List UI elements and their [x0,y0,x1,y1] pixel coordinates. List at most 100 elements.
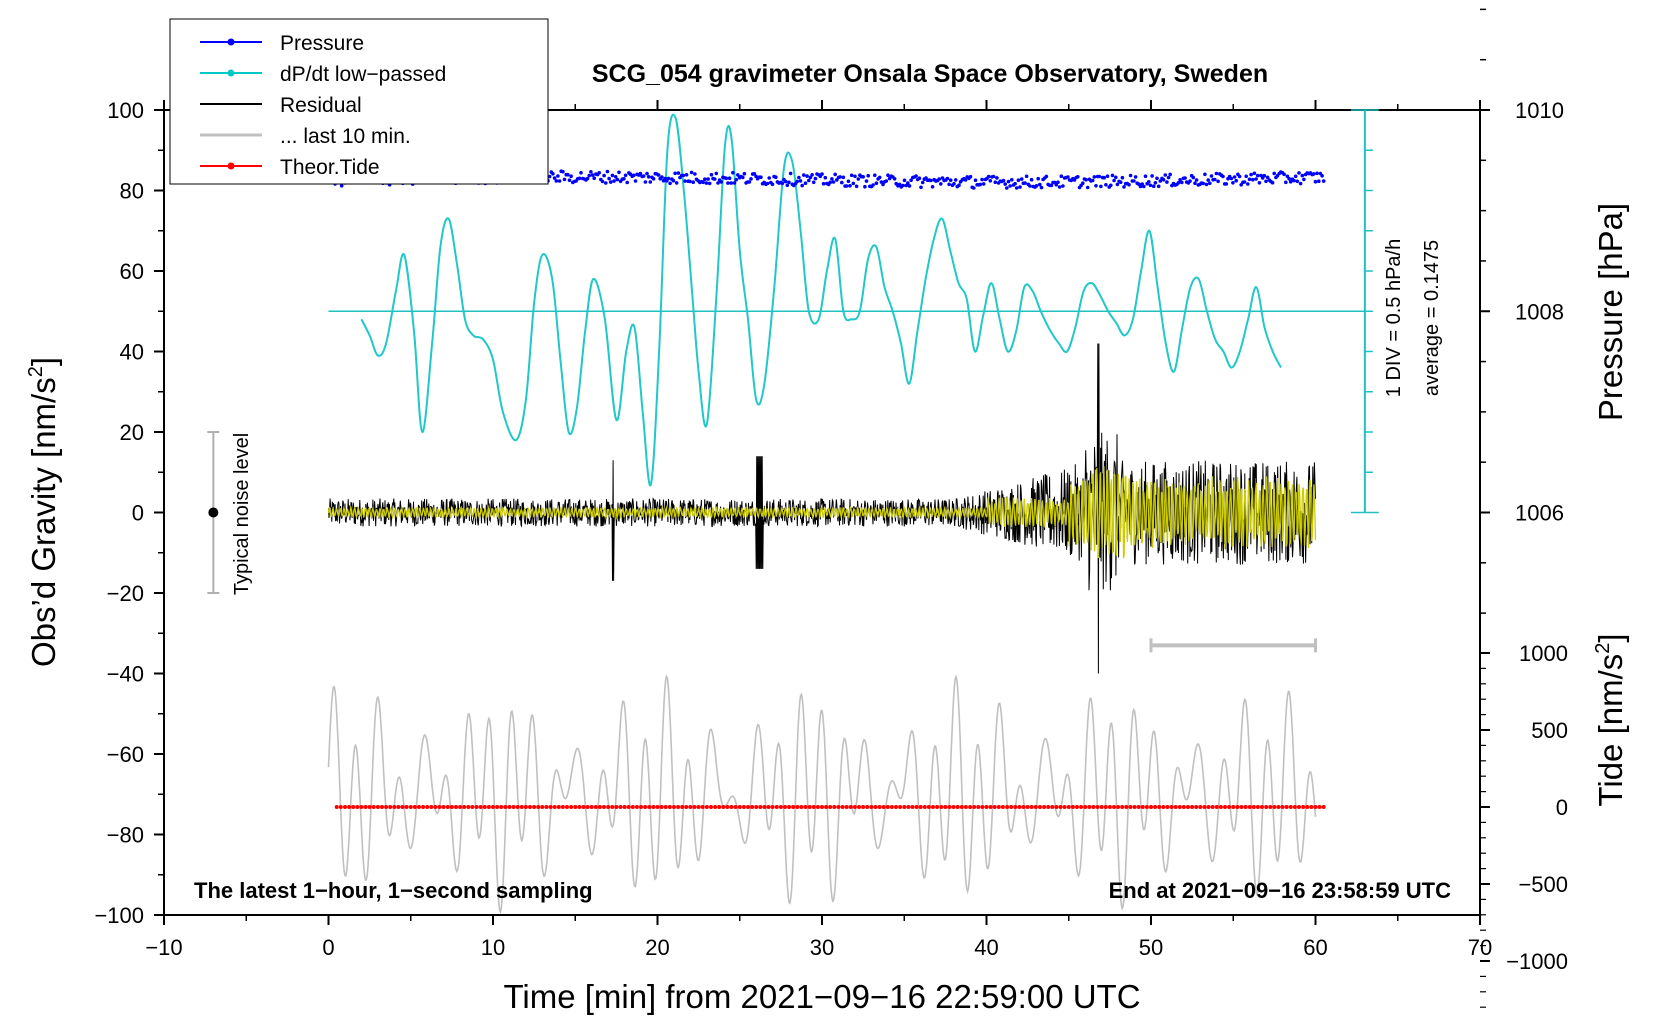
pressure-point [566,172,570,177]
pressure-point [788,171,793,176]
tide-point [1124,805,1129,809]
tide-point [922,805,927,809]
y-tick-label: 0 [132,501,144,526]
tide-point [1066,805,1071,809]
tide-point [478,805,483,809]
tide-point [375,805,380,809]
pressure-point [579,171,583,175]
tide-point [758,805,763,809]
tide-point [639,805,643,809]
tide-point [544,805,549,809]
pressure-point [854,184,859,189]
pressure-point [1076,175,1080,179]
tide-point [602,805,606,809]
tide-point [338,805,343,809]
tide-point [1079,805,1084,809]
pressure-point [1028,184,1032,188]
tide-point [1297,805,1301,809]
x-tick-label: −10 [145,935,182,960]
tide-point [1313,805,1318,809]
tide-point [926,805,931,809]
tide-point [1288,805,1293,809]
pressure-point [1201,181,1205,186]
noise-label: Typical noise level [231,433,253,595]
tide-point [931,805,935,809]
pressure-point [1018,185,1022,189]
pressure-point [1180,180,1184,185]
pressure-point [590,173,595,177]
pressure-point [1118,180,1123,184]
pressure-point [673,171,677,176]
pressure-point [988,179,993,183]
tide-point [1218,805,1223,809]
pressure-point [886,173,890,177]
pressure-point [1300,173,1305,178]
tide-point [528,805,532,809]
pressure-point [1013,181,1017,186]
tide-point [1272,805,1277,809]
legend-marker [227,162,235,170]
x-tick-label: 20 [645,935,669,960]
pressure-point [681,173,686,178]
pressure-point [1231,181,1235,185]
tide-point [696,805,701,809]
tide-point [968,805,973,809]
tide-point [606,805,611,809]
pressure-point [785,183,790,188]
pressure-point [719,180,724,184]
pressure-point [770,182,775,187]
pressure-point [1127,182,1131,187]
pressure-point [1057,185,1062,189]
pressure-point [783,179,788,184]
legend: Pressure dP/dt low−passed Residual ... last… [169,18,549,185]
pressure-point [861,175,865,179]
x-axis-ticks: −10 0 10 20 30 40 50 60 70 [145,100,1492,960]
tide-point [721,805,726,809]
pressure-point [877,175,882,180]
pressure-point [1023,181,1027,185]
legend-marker [227,38,235,46]
pressure-point [1284,180,1288,185]
pressure-point [602,173,606,178]
pressure-point [638,171,643,176]
pressure-point [709,172,714,177]
pressure-point [937,177,941,181]
tide-point [692,805,697,809]
pressure-point [963,178,968,182]
tide-point [647,805,652,809]
tide-point [659,805,664,809]
noise-dot [208,507,219,518]
pressure-point [1150,174,1154,178]
pressure-point [1293,174,1298,179]
tide-point [458,805,463,809]
tide-point [589,805,594,809]
pressure-point [1265,175,1270,180]
tide-point [984,805,989,809]
residual-line [328,343,1316,674]
extras-layer [207,109,1379,653]
pressure-point [562,177,567,182]
pressure-point [807,178,811,183]
tide-point [482,805,487,809]
tide-point [828,805,833,809]
pressure-point [972,186,976,190]
tide-point [507,805,512,809]
tide-point [347,805,352,809]
pressure-point [929,178,933,183]
pressure-point [1251,177,1255,182]
x-tick-label: 60 [1303,935,1327,960]
tide-point [783,805,787,809]
tide-point [523,805,528,809]
tide-point [1284,805,1289,809]
legend-marker [227,69,235,77]
pressure-point [759,175,763,179]
pressure-point [1143,174,1148,178]
pressure-point [1044,174,1049,179]
pressure-point [1029,177,1034,182]
tide-point [421,805,426,809]
tide-point [955,805,960,809]
tide-tick-label: −500 [1518,872,1568,897]
y-tick-label: 60 [120,259,144,284]
pressure-point [668,181,672,186]
pressure-point [671,178,676,183]
